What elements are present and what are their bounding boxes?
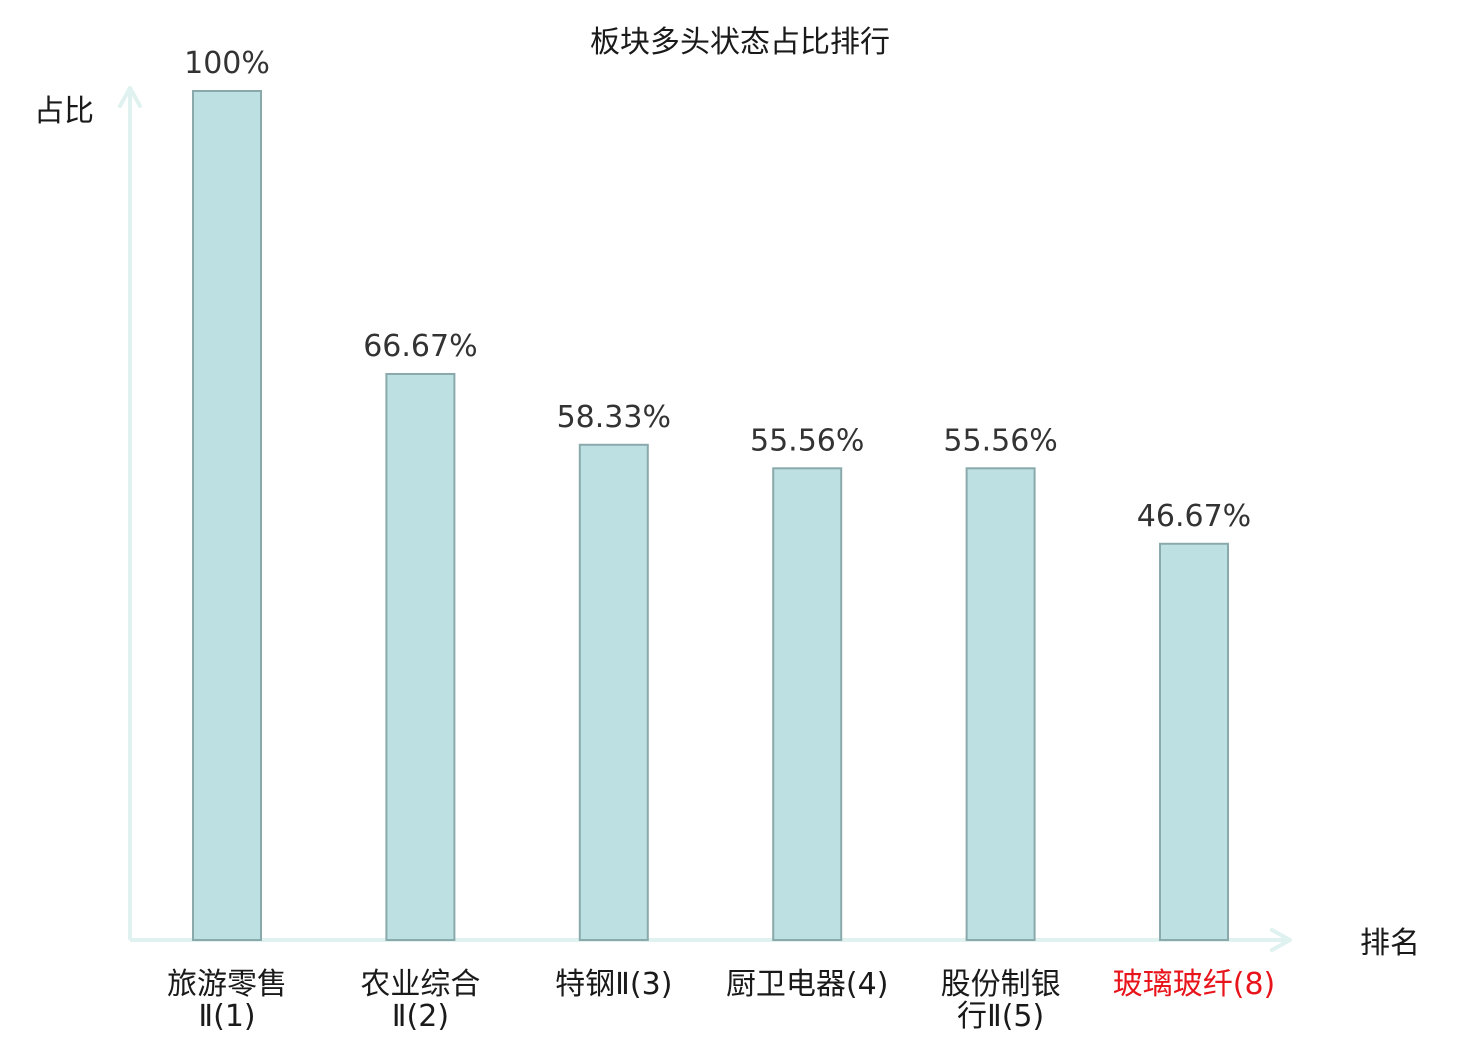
- bar: [965, 467, 1036, 941]
- value-label: 46.67%: [1137, 499, 1251, 534]
- category-label: 厨卫电器(4): [726, 967, 889, 1002]
- bar: [578, 443, 649, 941]
- category-label: 行Ⅱ(5): [957, 999, 1044, 1034]
- value-label: 58.33%: [557, 400, 671, 435]
- bar: [192, 90, 262, 941]
- axes: [118, 86, 1292, 952]
- y-axis-label: 占比: [34, 94, 94, 129]
- category-label: 股份制银: [941, 967, 1061, 1002]
- category-label: Ⅱ(1): [198, 999, 255, 1034]
- value-label: 66.67%: [363, 329, 477, 364]
- x-axis-arrow: [1270, 928, 1292, 952]
- value-label: 55.56%: [943, 423, 1057, 458]
- chart-title: 板块多头状态占比排行: [590, 25, 890, 60]
- x-axis-label: 排名: [1360, 926, 1420, 961]
- y-axis-arrow: [118, 86, 142, 108]
- bar: [772, 467, 843, 941]
- category-label: 旅游零售: [167, 967, 287, 1002]
- bar: [1159, 542, 1229, 942]
- bars-group: [192, 90, 1229, 942]
- bar: [385, 372, 456, 942]
- category-label: 农业综合: [360, 967, 480, 1002]
- value-labels-group: 100% 66.67% 58.33% 55.56% 55.56% 46.67%: [184, 46, 1251, 534]
- category-label: 特钢Ⅱ(3): [555, 967, 672, 1002]
- category-label: 玻璃玻纤(8): [1113, 967, 1276, 1002]
- category-label: Ⅱ(2): [392, 999, 449, 1034]
- value-label: 55.56%: [750, 423, 864, 458]
- value-label: 100%: [184, 46, 270, 81]
